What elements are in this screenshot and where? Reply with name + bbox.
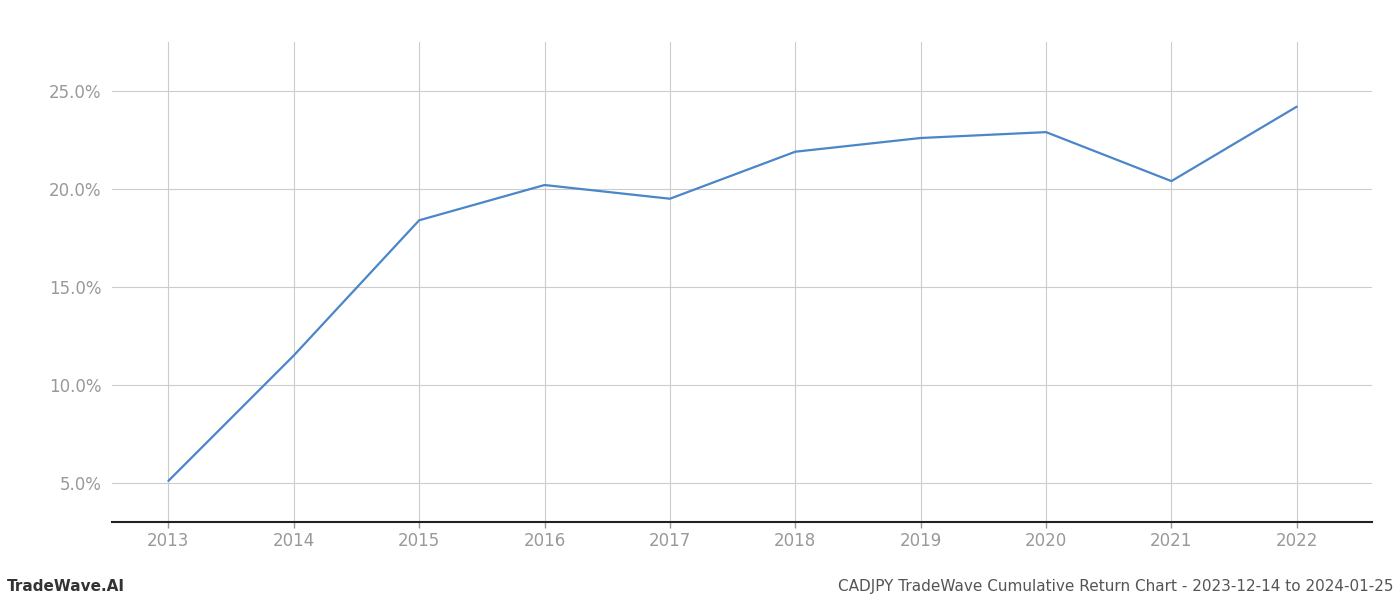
Text: CADJPY TradeWave Cumulative Return Chart - 2023-12-14 to 2024-01-25: CADJPY TradeWave Cumulative Return Chart… bbox=[837, 579, 1393, 594]
Text: TradeWave.AI: TradeWave.AI bbox=[7, 579, 125, 594]
